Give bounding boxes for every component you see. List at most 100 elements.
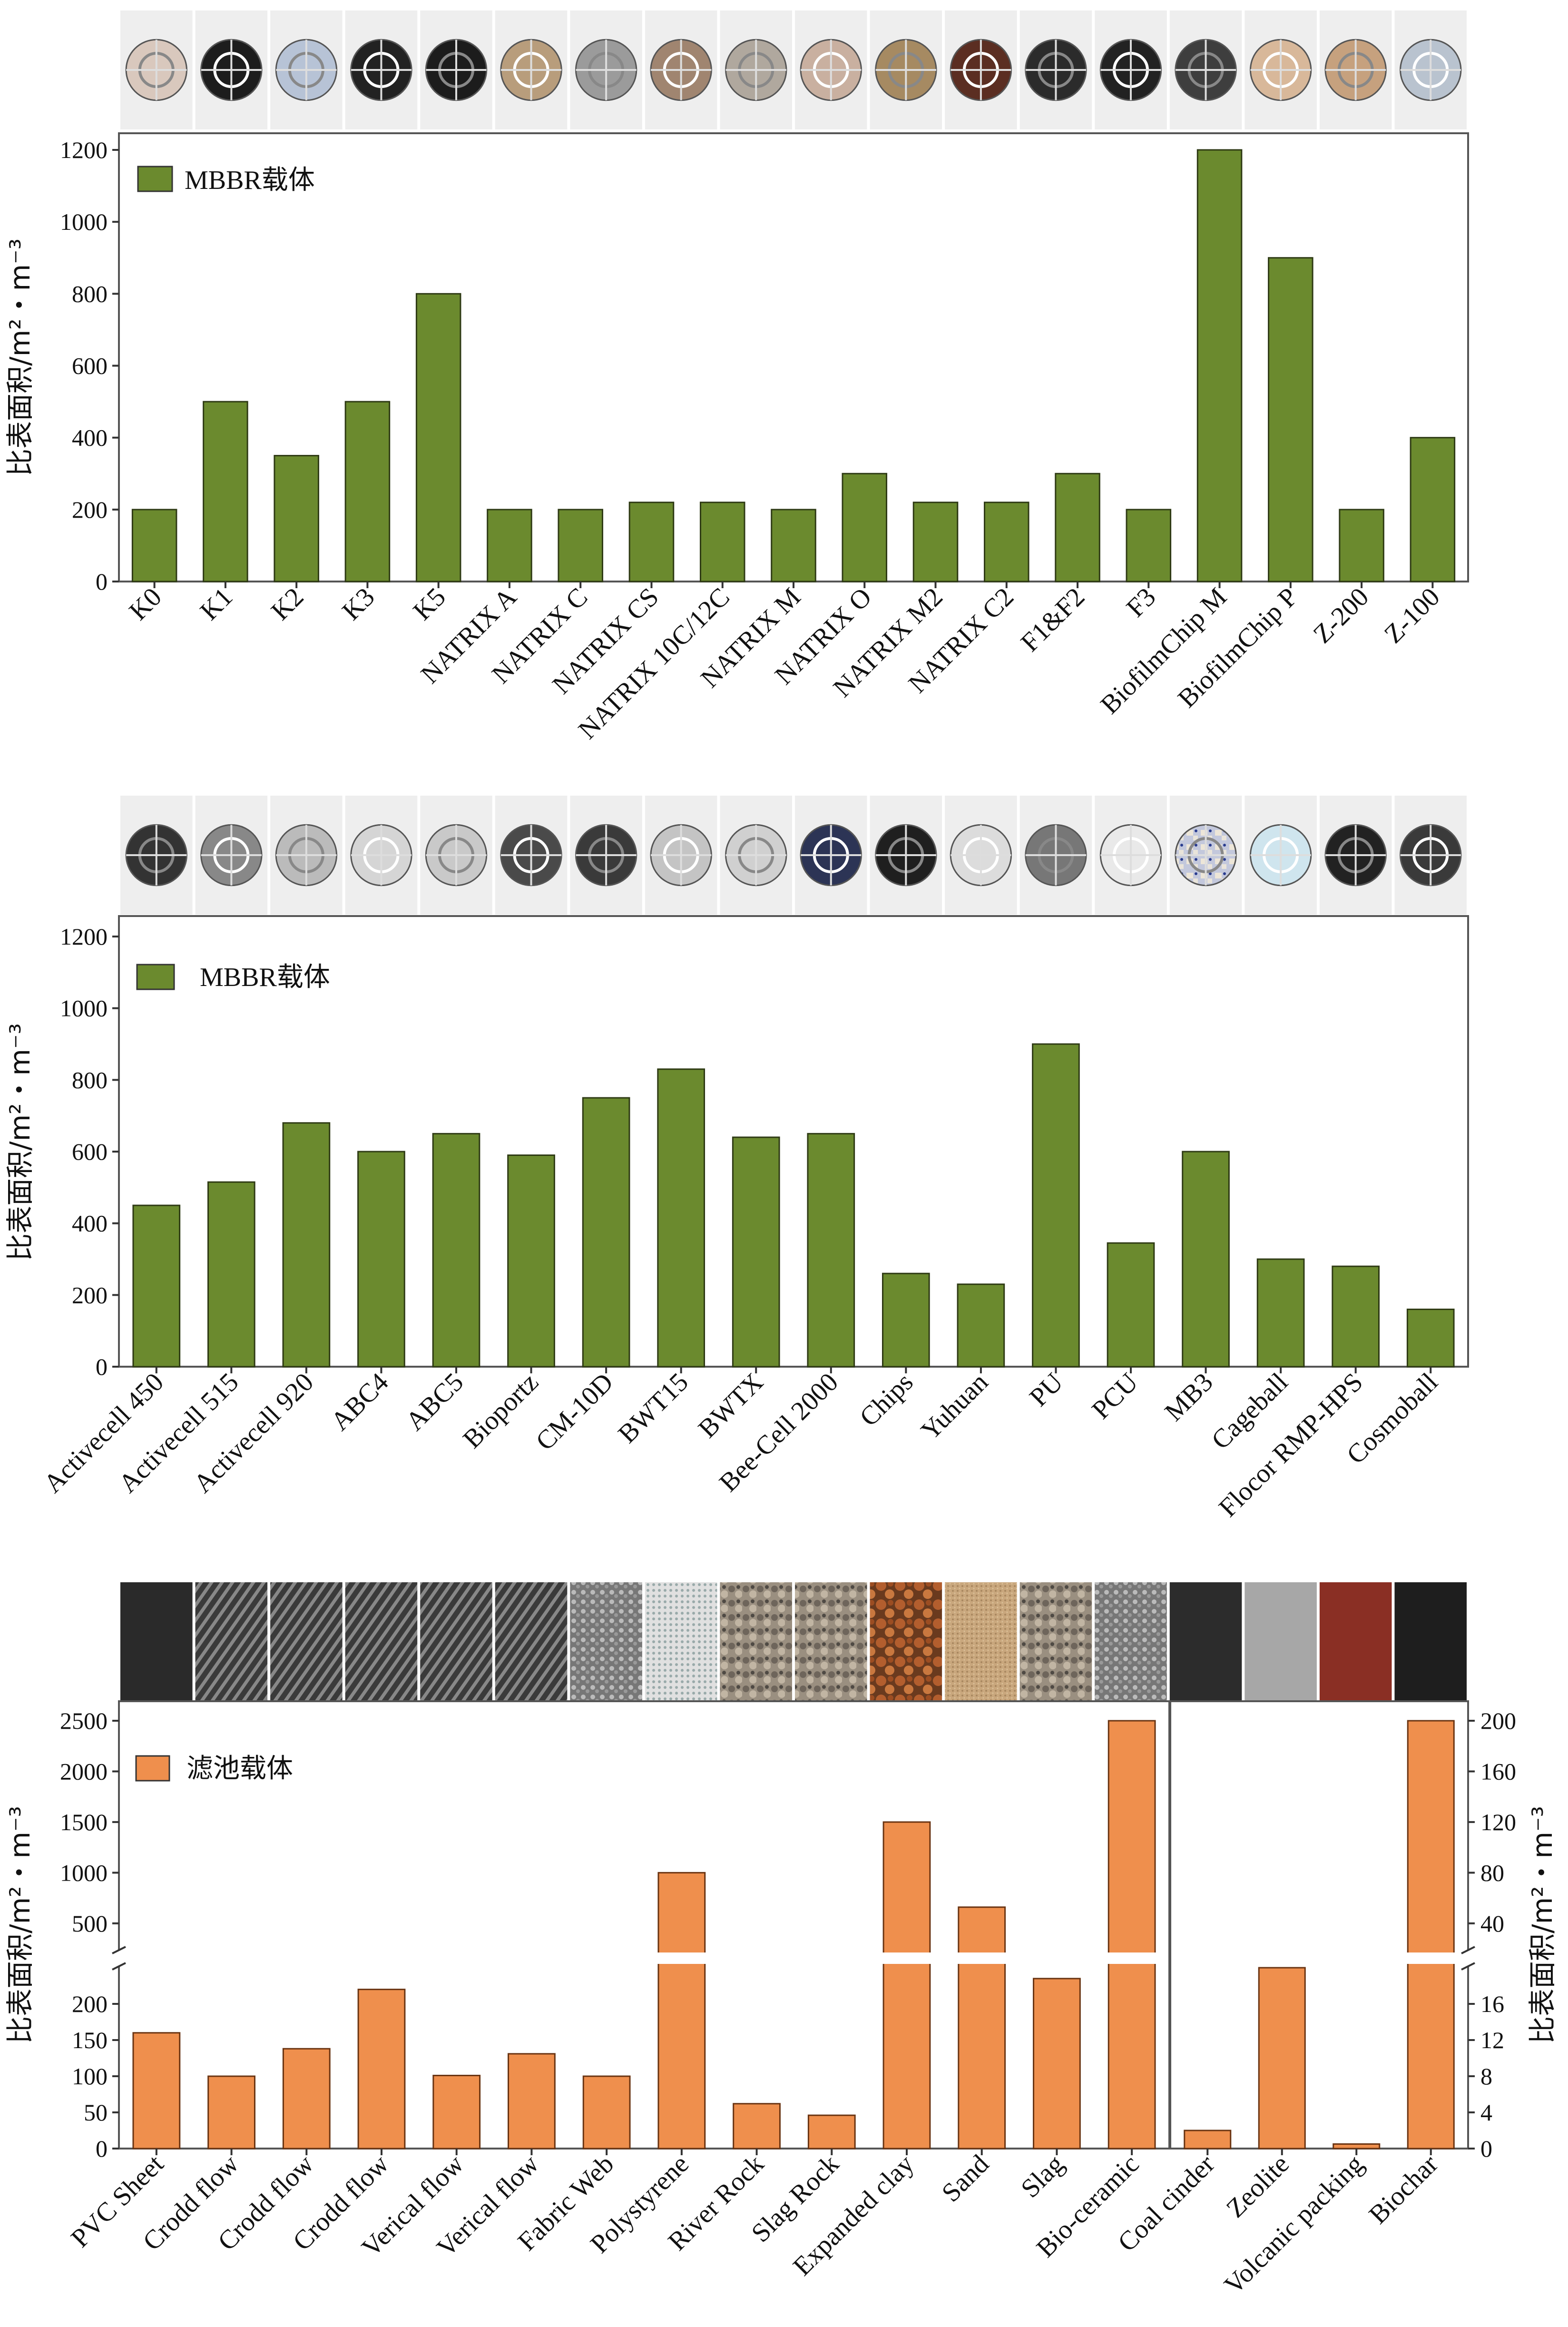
- category-label: ABC5: [400, 1367, 469, 1436]
- bar: [432, 1133, 480, 1368]
- media-texture: [495, 1582, 568, 1701]
- y-tick-label: 200: [72, 1991, 108, 2017]
- category-label: ABC4: [325, 1367, 394, 1436]
- bar: [132, 1204, 181, 1368]
- media-texture: [1245, 1582, 1317, 1701]
- y-tick-label: 400: [72, 1210, 108, 1237]
- bar: [1107, 1720, 1156, 2150]
- bar: [657, 1068, 706, 1368]
- axis-break-mark: [112, 1946, 126, 1954]
- bar: [958, 1906, 1006, 2150]
- carrier-photo-strip-2: [120, 796, 1467, 915]
- media-texture: [420, 1582, 492, 1701]
- category-label: Volcanic packing: [1219, 2149, 1370, 2300]
- bar: [732, 1136, 780, 1368]
- category-label: BiofilmChip M: [1095, 582, 1233, 720]
- category-label: PU: [1024, 1367, 1068, 1412]
- legend-label-1: MBBR载体: [185, 166, 315, 195]
- bar-break-gap: [882, 1952, 932, 1964]
- y-axis-3: 0 50 100 150 200 500 1000 1500 2000 2500 0 4 8 12 16 40…: [60, 1707, 1516, 2162]
- bar: [1332, 1265, 1380, 1368]
- bar: [357, 1151, 405, 1368]
- y-tick-label-right: 80: [1480, 1859, 1504, 1886]
- bar: [984, 502, 1029, 582]
- y-tick-label: 600: [72, 353, 108, 379]
- y-tick-label: 1200: [60, 923, 108, 950]
- category-label: K2: [265, 582, 309, 626]
- legend-2: MBBR载体: [136, 963, 330, 992]
- category-label: Zeolite: [1221, 2149, 1295, 2223]
- y-tick-label-right: 200: [1480, 1707, 1516, 1734]
- bar: [432, 2074, 481, 2150]
- bar: [1406, 1308, 1455, 1368]
- media-texture: [270, 1582, 343, 1701]
- y-tick-label-right: 4: [1480, 2099, 1492, 2126]
- category-label: Chips: [854, 1367, 919, 1432]
- category-label: Bioportz: [457, 1367, 544, 1454]
- media-texture: [345, 1582, 418, 1701]
- y-tick-label-right: 160: [1480, 1758, 1516, 1785]
- bar: [582, 2075, 631, 2150]
- bar: [131, 509, 177, 582]
- y-tick-label-right: 16: [1480, 1991, 1504, 2017]
- category-label: BWT15: [612, 1367, 694, 1449]
- media-texture: [195, 1582, 268, 1701]
- category-label: PCU: [1086, 1367, 1144, 1425]
- y-tick-label: 1200: [60, 137, 108, 163]
- category-label: Yuhuan: [915, 1367, 994, 1446]
- bar: [132, 2032, 181, 2150]
- media-texture: [645, 1582, 717, 1701]
- legend-label-3: 滤池载体: [186, 1754, 293, 1784]
- y-tick-label: 50: [84, 2099, 108, 2126]
- category-label: Slag: [1015, 2149, 1069, 2203]
- category-label: Z-100: [1379, 582, 1446, 649]
- bar: [1339, 509, 1384, 582]
- bar-series-3: [132, 1720, 1456, 2150]
- bar: [344, 401, 391, 582]
- bar: [415, 293, 461, 582]
- media-texture: [1319, 1582, 1392, 1701]
- category-label: CM-10D: [530, 1367, 619, 1456]
- y-tick-label-right: 120: [1480, 1809, 1516, 1835]
- panel-3-filter-carriers: 0 50 100 150 200 500 1000 1500 2000 2500 0 4 8 12 16 40…: [4, 1582, 1558, 2300]
- media-texture: [720, 1582, 792, 1701]
- media-texture: [795, 1582, 867, 1701]
- bar: [1196, 149, 1243, 582]
- y-tick-label-right: 8: [1480, 2063, 1492, 2090]
- media-texture: [1019, 1582, 1092, 1701]
- y-tick-label-right: 0: [1480, 2135, 1492, 2162]
- category-label: Biochar: [1363, 2149, 1444, 2229]
- y-axis-label-3-left: 比表面积/m²・m⁻³: [4, 1806, 36, 2044]
- category-label: Sand: [936, 2149, 995, 2208]
- y-axis-label-2: 比表面积/m²・m⁻³: [4, 1023, 36, 1261]
- plot-frame-1: [118, 132, 1469, 582]
- legend-label-2: MBBR载体: [200, 963, 330, 992]
- axis-break-mark: [1461, 1946, 1475, 1954]
- y-tick-label: 150: [72, 2027, 108, 2053]
- bar-series-1: [131, 149, 1456, 582]
- category-label: K5: [408, 582, 451, 626]
- media-texture: [1394, 1582, 1467, 1701]
- category-label: K1: [195, 582, 238, 626]
- y-axis-2: 0 200 400 600 800 1000 1200: [60, 923, 119, 1380]
- y-tick-label: 0: [96, 2135, 108, 2162]
- y-axis-label-1: 比表面积/m²・m⁻³: [4, 238, 36, 476]
- y-tick-label: 1000: [60, 995, 108, 1022]
- legend-swatch-1: [137, 166, 173, 192]
- y-tick-label-right: 40: [1480, 1910, 1504, 1937]
- y-tick-label: 2500: [60, 1707, 108, 1734]
- bar: [508, 2053, 556, 2150]
- bar-break-gap: [1107, 1952, 1157, 1964]
- carrier-photo-strip-1: [120, 10, 1467, 129]
- bar: [1258, 1967, 1306, 2150]
- bar: [771, 509, 816, 582]
- y-tick-label: 1500: [60, 1809, 108, 1835]
- bar: [1182, 1151, 1230, 1368]
- bar: [628, 502, 675, 582]
- bar: [507, 1154, 555, 1368]
- axis-break-mark: [112, 1962, 126, 1971]
- bar: [1033, 1978, 1081, 2150]
- axis-break-mark: [1461, 1962, 1475, 1971]
